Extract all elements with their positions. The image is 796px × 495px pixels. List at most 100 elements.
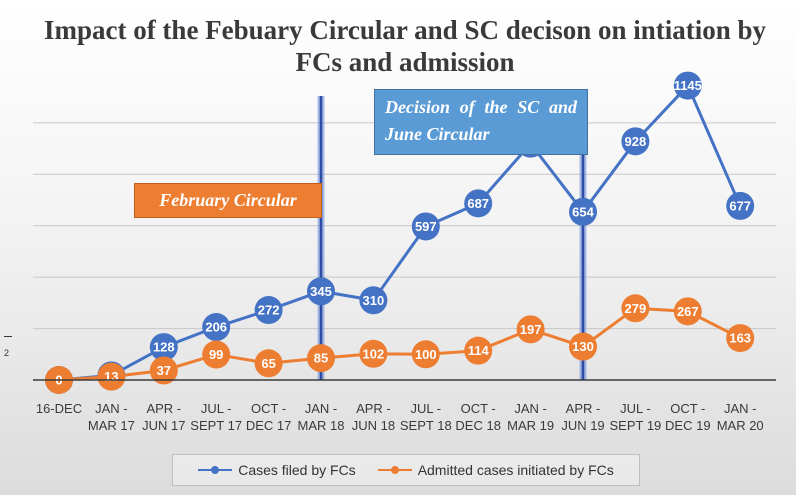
- chart-legend: Cases filed by FCs Admitted cases initia…: [172, 454, 640, 486]
- annotation-sc-decision: Decision of the SC and June Circular: [374, 89, 588, 155]
- x-tick-line: MAR 18: [298, 418, 345, 433]
- x-tick-line: DEC 19: [665, 418, 711, 433]
- x-tick-line: JUL -: [620, 401, 651, 416]
- data-label-1: 65: [261, 356, 275, 371]
- data-label-0: 687: [467, 196, 489, 211]
- data-label-1: 100: [415, 347, 437, 362]
- x-tick-line: 16-DEC: [36, 401, 82, 416]
- data-label-0: 206: [205, 320, 227, 335]
- side-tick-mark: [4, 336, 12, 337]
- x-tick-line: APR -: [356, 401, 391, 416]
- x-tick-line: SEPT 17: [190, 418, 242, 433]
- legend-item-cases-filed: Cases filed by FCs: [198, 462, 356, 478]
- x-tick-line: JAN -: [724, 401, 757, 416]
- side-label: 2: [4, 348, 10, 358]
- data-point-1: [726, 324, 755, 353]
- x-tick-line: JAN -: [514, 401, 547, 416]
- x-tick-label: JUL - SEPT 19: [610, 401, 662, 433]
- data-label-0: 272: [258, 303, 280, 318]
- x-tick-label: OCT - DEC 18: [455, 401, 501, 433]
- data-label-0: 310: [363, 293, 385, 308]
- x-tick-label: APR - JUN 18: [352, 401, 395, 433]
- x-tick-line: MAR 19: [507, 418, 554, 433]
- data-point-0: [149, 333, 178, 362]
- data-point-0: [411, 212, 440, 241]
- data-point-1: [254, 349, 283, 378]
- data-label-0: 928: [625, 134, 647, 149]
- x-tick-line: JUL -: [411, 401, 442, 416]
- data-label-0: 345: [310, 284, 332, 299]
- data-point-1: [464, 336, 493, 365]
- data-label-1: 85: [314, 351, 328, 366]
- x-tick-line: JUN 19: [561, 418, 604, 433]
- legend-label-cases-filed: Cases filed by FCs: [238, 462, 356, 478]
- data-label-1: 114: [468, 343, 490, 358]
- data-point-0: [307, 277, 335, 306]
- x-tick-label: APR - JUN 19: [561, 401, 604, 433]
- x-tick-label: JAN - MAR 17: [88, 401, 135, 433]
- data-label-0: 677: [729, 198, 751, 213]
- x-tick-line: DEC 18: [455, 418, 501, 433]
- x-tick-line: OCT -: [670, 401, 705, 416]
- data-point-1: [569, 332, 597, 361]
- data-point-0: [254, 296, 283, 325]
- data-point-0: [202, 313, 231, 342]
- data-point-1: [359, 339, 388, 368]
- data-point-0: [359, 286, 388, 315]
- chart-title: Impact of the Febuary Circular and SC de…: [43, 15, 767, 77]
- data-point-1: [621, 294, 650, 323]
- data-point-1: [149, 356, 178, 385]
- data-point-1: [411, 340, 440, 369]
- data-label-1: 102: [363, 346, 385, 361]
- x-tick-label: JAN - MAR 18: [298, 401, 345, 433]
- data-label-1: 99: [209, 347, 223, 362]
- legend-swatch-admitted-cases: [377, 464, 412, 476]
- data-point-1: [516, 315, 545, 344]
- data-label-1: 13: [104, 369, 118, 384]
- x-tick-line: JAN -: [305, 401, 338, 416]
- data-label-0: 128: [153, 340, 175, 355]
- x-tick-line: SEPT 19: [610, 418, 662, 433]
- x-tick-label: APR - JUN 17: [142, 401, 185, 433]
- x-tick-line: OCT -: [461, 401, 496, 416]
- data-point-0: [673, 71, 702, 100]
- legend-label-admitted-cases: Admitted cases initiated by FCs: [417, 462, 614, 478]
- data-label-0: 597: [415, 219, 437, 234]
- x-tick-label: 16-DEC: [36, 401, 82, 416]
- data-point-0: [621, 127, 650, 156]
- data-point-1: [202, 340, 231, 369]
- data-label-1: 163: [729, 331, 751, 346]
- annotation-february-circular: February Circular: [134, 183, 322, 218]
- data-label-1: 197: [520, 322, 542, 337]
- data-label-0: 654: [572, 204, 594, 219]
- x-tick-line: JAN -: [95, 401, 128, 416]
- x-tick-label: JAN - MAR 19: [507, 401, 554, 433]
- x-tick-line: APR -: [566, 401, 601, 416]
- x-tick-line: JUN 18: [352, 418, 395, 433]
- x-tick-label: JAN - MAR 20: [717, 401, 764, 433]
- data-point-1: [97, 362, 126, 391]
- x-tick-line: JUL -: [201, 401, 232, 416]
- data-point-0: [569, 197, 597, 226]
- x-tick-label: JUL - SEPT 18: [400, 401, 452, 433]
- data-point-0: [726, 191, 755, 220]
- x-tick-line: OCT -: [251, 401, 286, 416]
- data-label-1: 130: [572, 339, 594, 354]
- x-axis: 16-DEC JAN - MAR 17 APR - JUN 17 JUL - SEPT 17…: [33, 379, 776, 433]
- x-tick-line: DEC 17: [246, 418, 292, 433]
- x-tick-line: MAR 20: [717, 418, 764, 433]
- data-label-1: 279: [625, 301, 647, 316]
- x-tick-line: SEPT 18: [400, 418, 452, 433]
- data-label-0: 1145: [674, 78, 702, 93]
- legend-swatch-cases-filed: [198, 464, 233, 476]
- x-tick-label: JUL - SEPT 17: [190, 401, 242, 433]
- data-point-1: [307, 344, 335, 373]
- x-tick-label: OCT - DEC 17: [246, 401, 292, 433]
- x-tick-line: JUN 17: [142, 418, 185, 433]
- data-point-1: [673, 297, 702, 326]
- x-tick-line: APR -: [146, 401, 181, 416]
- x-tick-line: MAR 17: [88, 418, 135, 433]
- data-label-1: 267: [677, 304, 699, 319]
- data-point-0: [464, 189, 493, 218]
